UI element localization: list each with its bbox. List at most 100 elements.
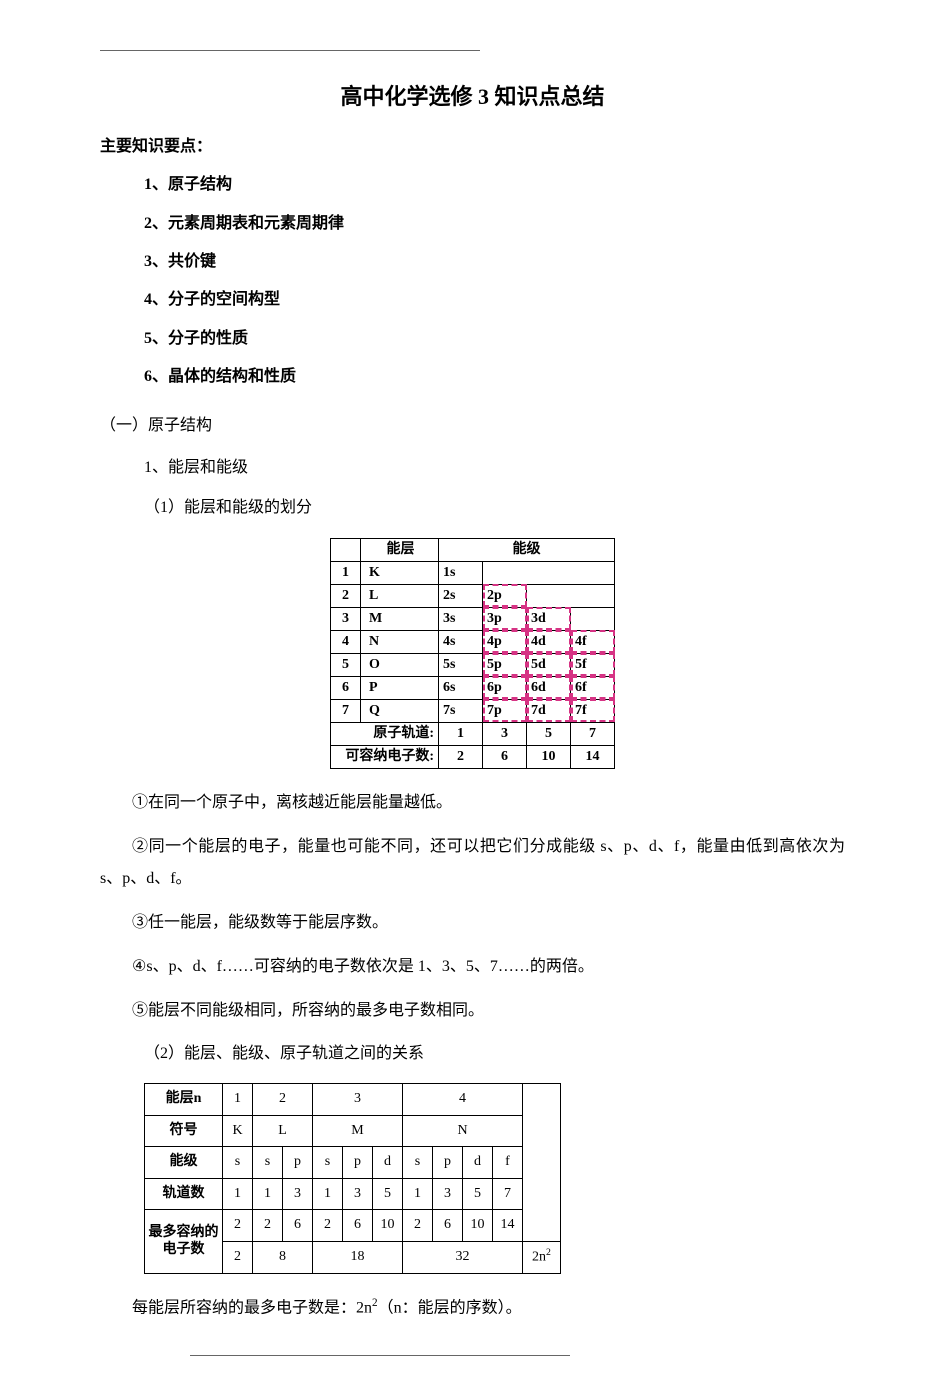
table-row: 5 O 5s 5p 5d 5f (331, 653, 615, 676)
toc-item: 5、分子的性质 (144, 324, 845, 354)
paragraph: ⑤能层不同能级相同，所容纳的最多电子数相同。 (100, 995, 845, 1027)
cell-level: 3d (527, 607, 571, 630)
cell-empty (483, 561, 527, 584)
footer-label: 可容纳电子数: (331, 745, 439, 768)
table-row: 6 P 6s 6p 6d 6f (331, 676, 615, 699)
cell-level: 4p (483, 630, 527, 653)
cell-empty (527, 584, 571, 607)
cell-empty (571, 607, 615, 630)
cell-level: 6d (527, 676, 571, 699)
cell: 2 (313, 1210, 343, 1242)
section-heading: （一）原子结构 (100, 411, 845, 441)
footer-val: 10 (527, 745, 571, 768)
cell: 2 (223, 1242, 253, 1274)
cell: 1 (253, 1178, 283, 1210)
cell: s (253, 1147, 283, 1179)
table-row: 可容纳电子数: 2 6 10 14 (331, 745, 615, 768)
cell: N (403, 1115, 523, 1147)
rowlabel: 符号 (145, 1115, 223, 1147)
cell-shell: Q (361, 699, 439, 722)
table-row: 最多容纳的电子数 2 2 6 2 6 10 2 6 10 14 (145, 1210, 561, 1242)
cell: d (373, 1147, 403, 1179)
toc-item: 6、晶体的结构和性质 (144, 362, 845, 392)
table-row: 原子轨道: 1 3 5 7 (331, 722, 615, 745)
cell: 1 (313, 1178, 343, 1210)
cell: 6 (433, 1210, 463, 1242)
subsubsection-heading: （2）能层、能级、原子轨道之间的关系 (100, 1039, 845, 1069)
cell: s (313, 1147, 343, 1179)
top-rule (100, 50, 480, 51)
footer-val: 14 (571, 745, 615, 768)
cell-level: 4s (439, 630, 483, 653)
cell: 1 (403, 1178, 433, 1210)
cell-shell: P (361, 676, 439, 699)
cell-level: 6s (439, 676, 483, 699)
footer-val: 2 (439, 745, 483, 768)
cell: 32 (403, 1242, 523, 1274)
cell-n: 5 (331, 653, 361, 676)
cell: f (493, 1147, 523, 1179)
cell: 8 (253, 1242, 313, 1274)
cell-empty (571, 584, 615, 607)
cell: 2 (223, 1210, 253, 1242)
cell-level: 6f (571, 676, 615, 699)
cell: 10 (373, 1210, 403, 1242)
cell: 10 (463, 1210, 493, 1242)
table-row: 轨道数 1 1 3 1 3 5 1 3 5 7 (145, 1178, 561, 1210)
toc-item: 3、共价键 (144, 247, 845, 277)
cell-level: 5f (571, 653, 615, 676)
cell-shell: M (361, 607, 439, 630)
paragraph: ①在同一个原子中，离核越近能层能量越低。 (100, 787, 845, 819)
cell-level: 4d (527, 630, 571, 653)
page-title: 高中化学选修 3 知识点总结 (100, 76, 845, 118)
toc-list: 1、原子结构 2、元素周期表和元素周期律 3、共价键 4、分子的空间构型 5、分… (100, 170, 845, 392)
cell: d (463, 1147, 493, 1179)
table-row: 能层 能级 (331, 538, 615, 561)
rowlabel: 轨道数 (145, 1178, 223, 1210)
cell-shell: O (361, 653, 439, 676)
cell: p (283, 1147, 313, 1179)
footer-val: 7 (571, 722, 615, 745)
cell-shell: L (361, 584, 439, 607)
cell-n: 1 (331, 561, 361, 584)
cell-level: 1s (439, 561, 483, 584)
cell: 4 (403, 1084, 523, 1116)
cell-level: 6p (483, 676, 527, 699)
th-shell: 能层 (361, 538, 439, 561)
cell-level: 5d (527, 653, 571, 676)
cell-n: 7 (331, 699, 361, 722)
cell-level: 2s (439, 584, 483, 607)
cell: M (313, 1115, 403, 1147)
th-blank (331, 538, 361, 561)
cell-level: 7d (527, 699, 571, 722)
table-row: 4 N 4s 4p 4d 4f (331, 630, 615, 653)
rowlabel: 能级 (145, 1147, 223, 1179)
cell: 1 (223, 1178, 253, 1210)
rowlabel: 能层n (145, 1084, 223, 1116)
cell: 3 (343, 1178, 373, 1210)
relation-table: 能层n 1 2 3 4 符号 K L M N 能级 s s p s p d s … (144, 1083, 561, 1274)
side-formula: 2n2 (523, 1242, 561, 1274)
cell-empty (527, 561, 571, 584)
cell-n: 4 (331, 630, 361, 653)
cell: 5 (373, 1178, 403, 1210)
cell-level: 3p (483, 607, 527, 630)
cell: 14 (493, 1210, 523, 1242)
cell: 3 (283, 1178, 313, 1210)
footer-val: 5 (527, 722, 571, 745)
cell-level: 7f (571, 699, 615, 722)
cell: 3 (433, 1178, 463, 1210)
bottom-rule (190, 1355, 570, 1356)
table-row: 3 M 3s 3p 3d (331, 607, 615, 630)
cell: 6 (343, 1210, 373, 1242)
subsubsection-heading: （1）能层和能级的划分 (100, 493, 845, 523)
side-blank (523, 1084, 561, 1242)
toc-item: 1、原子结构 (144, 170, 845, 200)
cell: 7 (493, 1178, 523, 1210)
cell: L (253, 1115, 313, 1147)
cell-n: 2 (331, 584, 361, 607)
cell-shell: N (361, 630, 439, 653)
cell: 6 (283, 1210, 313, 1242)
cell: s (223, 1147, 253, 1179)
cell: 1 (223, 1084, 253, 1116)
